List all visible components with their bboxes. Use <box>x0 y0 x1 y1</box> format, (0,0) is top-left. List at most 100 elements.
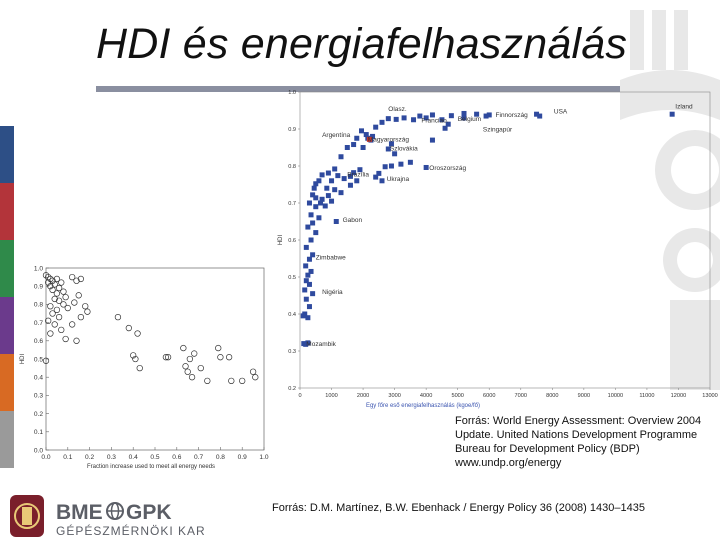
data-point <box>313 230 319 236</box>
data-point <box>306 281 312 287</box>
data-point <box>448 113 454 119</box>
y-tick-label: 0.8 <box>288 164 296 170</box>
data-point <box>55 297 63 304</box>
data-point <box>300 313 306 319</box>
y-tick-label: 0.5 <box>288 275 296 281</box>
data-point <box>325 170 331 176</box>
accent-stripe-gray <box>0 411 14 468</box>
y-tick-label: 0.2 <box>288 386 296 392</box>
point-label: Szingapúr <box>483 127 513 134</box>
x-tick-label: 0 <box>298 393 301 399</box>
data-point <box>186 355 194 363</box>
data-point <box>134 330 141 337</box>
x-tick-label: 0.7 <box>194 454 203 461</box>
point-label: Argentína <box>322 132 351 139</box>
data-point <box>303 263 309 269</box>
data-point <box>55 284 63 292</box>
globe-icon <box>106 502 124 520</box>
data-point <box>347 182 353 188</box>
bme-gpk-logo: BME GPK GÉPÉSZMÉRNÖKI KAR <box>0 492 240 540</box>
y-tick-label: 0.9 <box>288 127 296 133</box>
data-point <box>53 275 61 283</box>
data-point <box>486 112 492 118</box>
data-point <box>132 355 139 363</box>
data-point <box>537 113 543 119</box>
y-tick-label: 1.0 <box>34 265 43 272</box>
data-point <box>47 303 54 310</box>
x-tick-label: 9000 <box>578 393 590 399</box>
accent-stripe-green <box>0 240 14 297</box>
data-point <box>49 277 56 284</box>
x-tick-label: 2000 <box>357 393 369 399</box>
data-point <box>310 192 316 198</box>
data-point <box>461 115 467 121</box>
data-point <box>534 111 540 117</box>
y-axis-label: HDI <box>20 354 26 365</box>
data-point <box>82 303 89 310</box>
data-point <box>77 313 85 321</box>
data-point <box>423 115 429 121</box>
data-point <box>316 178 322 184</box>
data-point <box>305 224 311 230</box>
data-point <box>354 178 360 184</box>
data-point <box>51 321 58 328</box>
data-point <box>184 368 191 375</box>
x-tick-label: 0.1 <box>63 454 72 461</box>
data-point <box>388 163 394 169</box>
data-point <box>225 354 233 361</box>
data-point <box>191 350 198 357</box>
bme-crest-icon <box>10 495 44 537</box>
y-tick-label: 0.6 <box>288 238 296 244</box>
x-tick-label: 0.2 <box>85 454 94 461</box>
data-point <box>47 275 54 283</box>
data-point <box>180 344 187 352</box>
data-point <box>164 354 172 361</box>
data-point <box>347 173 353 179</box>
data-point <box>73 337 80 344</box>
data-point <box>324 185 330 191</box>
data-point <box>379 178 385 184</box>
y-tick-label: 0.4 <box>34 375 43 382</box>
x-axis-label: Fraction increase used to meet all energ… <box>87 464 215 470</box>
data-point <box>310 220 316 226</box>
data-point <box>313 181 319 187</box>
x-tick-label: 6000 <box>483 393 495 399</box>
data-point <box>305 272 311 278</box>
x-axis-label: Egy főre eső energiafelhasználás (kgoe/f… <box>366 403 480 409</box>
data-point <box>335 173 341 179</box>
hdi-energy-scatter-chart: 0.2 0.3 0.4 0.5 0.6 0.7 0.8 0.9 1.0 0 1000 2000 3000… <box>272 82 720 412</box>
data-point <box>60 301 67 308</box>
data-point <box>429 112 435 118</box>
y-tick-label: 0.3 <box>288 349 296 355</box>
y-tick-label: 0.7 <box>288 201 296 207</box>
data-point <box>393 116 399 122</box>
data-point <box>215 344 222 352</box>
accent-stripe-orange <box>0 354 14 411</box>
data-point <box>308 237 314 243</box>
point-label: Franciao. <box>421 117 448 124</box>
hdi-fraction-scatter-chart: 0.0 0.1 0.2 0.3 0.4 0.5 0.6 0.7 0.8 0.9 1.0 0.0 0.1 0… <box>14 258 272 470</box>
data-point <box>483 113 489 119</box>
data-point <box>303 296 309 302</box>
data-point <box>51 281 58 288</box>
data-point <box>373 124 379 130</box>
data-point <box>239 377 246 384</box>
data-point <box>64 304 71 312</box>
data-point <box>73 277 80 284</box>
data-point <box>329 178 335 184</box>
x-tick-label: 13000 <box>702 393 718 399</box>
data-point <box>125 324 132 332</box>
data-point <box>332 187 338 193</box>
data-point <box>401 115 407 121</box>
data-point <box>188 374 196 381</box>
data-point <box>310 291 316 297</box>
x-tick-label: 12000 <box>671 393 687 399</box>
y-tick-label: 0.3 <box>34 393 43 400</box>
y-tick-label: 0.1 <box>34 429 43 436</box>
data-point <box>388 141 394 147</box>
y-axis-label: HDI <box>278 235 284 246</box>
data-point <box>305 340 311 346</box>
y-tick-label: 0.9 <box>34 284 43 291</box>
data-point <box>71 299 78 306</box>
data-point <box>114 313 122 321</box>
